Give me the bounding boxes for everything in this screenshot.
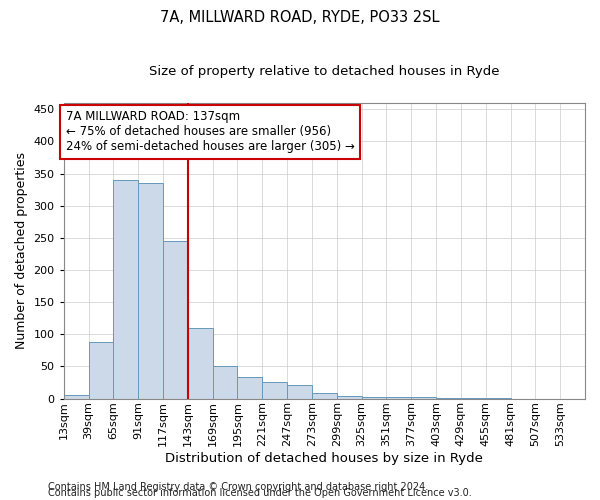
Bar (89, 342, 113, 398)
Text: 7A MILLWARD ROAD: 137sqm
← 75% of detached houses are smaller (956)
24% of semi-: 7A MILLWARD ROAD: 137sqm ← 75% of detach… (65, 110, 355, 154)
Y-axis label: Number of detached properties: Number of detached properties (15, 152, 28, 349)
Bar (138, 183, 163, 398)
Bar (163, 241, 188, 398)
Bar (188, 328, 212, 398)
X-axis label: Distribution of detached houses by size in Ryde: Distribution of detached houses by size … (166, 452, 483, 465)
Bar (362, 396, 386, 398)
Bar (262, 382, 287, 398)
Bar (312, 393, 337, 398)
Text: Contains public sector information licensed under the Open Government Licence v3: Contains public sector information licen… (48, 488, 472, 498)
Bar (238, 378, 262, 398)
Bar (337, 396, 362, 398)
Bar (287, 385, 312, 398)
Title: Size of property relative to detached houses in Ryde: Size of property relative to detached ho… (149, 65, 500, 78)
Bar (64, 396, 89, 398)
Text: 7A, MILLWARD ROAD, RYDE, PO33 2SL: 7A, MILLWARD ROAD, RYDE, PO33 2SL (160, 10, 440, 25)
Bar (113, 180, 138, 398)
Text: Contains HM Land Registry data © Crown copyright and database right 2024.: Contains HM Land Registry data © Crown c… (48, 482, 428, 492)
Bar (212, 366, 238, 398)
